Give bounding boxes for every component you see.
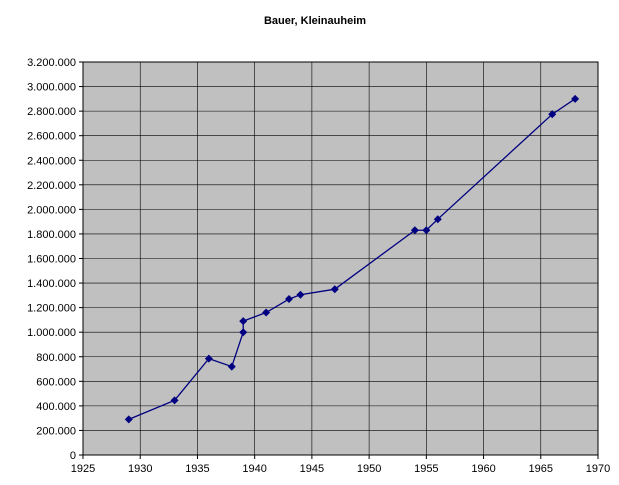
data-point-marker <box>330 285 339 294</box>
data-point-marker <box>285 295 293 304</box>
x-tick-label: 1970 <box>586 463 610 475</box>
y-tick-label: 0 <box>70 450 76 462</box>
x-tick-label: 1960 <box>471 463 495 475</box>
data-point-marker <box>239 317 248 326</box>
x-tick-label: 1930 <box>128 463 152 475</box>
data-point-marker <box>204 354 213 363</box>
data-point-marker <box>571 94 580 103</box>
y-tick-label: 1.000.000 <box>27 327 76 339</box>
data-point-marker <box>239 328 248 337</box>
data-point-marker <box>422 226 431 235</box>
x-tick-label: 1955 <box>414 463 438 475</box>
chart-title: Bauer, Kleinauheim <box>264 15 366 27</box>
data-point-marker <box>124 415 133 424</box>
x-tick-label: 1940 <box>242 463 266 475</box>
y-tick-label: 2.000.000 <box>27 204 76 216</box>
y-tick-label: 1.400.000 <box>27 278 76 290</box>
y-tick-label: 2.800.000 <box>27 106 76 118</box>
x-tick-label: 1945 <box>300 463 324 475</box>
y-tick-label: 1.200.000 <box>27 303 76 315</box>
y-tick-label: 1.800.000 <box>27 229 76 241</box>
data-point-marker <box>433 215 442 224</box>
data-point-marker <box>227 362 236 371</box>
gridlines <box>83 62 598 455</box>
y-tick-label: 200.000 <box>36 425 76 437</box>
y-tick-label: 600.000 <box>36 376 76 388</box>
data-point-marker <box>170 396 179 405</box>
y-tick-label: 2.200.000 <box>27 180 76 192</box>
y-tick-label: 3.000.000 <box>27 82 76 94</box>
x-tick-label: 1965 <box>529 463 553 475</box>
data-point-marker <box>410 226 419 235</box>
y-tick-label: 400.000 <box>36 401 76 413</box>
x-tick-label: 1935 <box>185 463 209 475</box>
x-tick-label: 1925 <box>71 463 95 475</box>
y-tick-label: 800.000 <box>36 352 76 364</box>
y-tick-label: 2.400.000 <box>27 155 76 167</box>
data-point-marker <box>262 308 271 317</box>
data-point-marker <box>548 110 557 119</box>
data-series <box>124 94 580 424</box>
y-axis-ticks: 0 200.000 400.000 600.000 800.000 1.000.000 1.… <box>27 57 83 462</box>
x-tick-label: 1950 <box>357 463 381 475</box>
y-tick-label: 3.200.000 <box>27 57 76 69</box>
x-axis-ticks: 1925 1930 1935 1940 1945 1950 1955 1960 1965 1970 <box>71 455 610 475</box>
y-tick-label: 2.600.000 <box>27 131 76 143</box>
data-point-marker <box>296 290 305 299</box>
y-tick-label: 1.600.000 <box>27 254 76 266</box>
